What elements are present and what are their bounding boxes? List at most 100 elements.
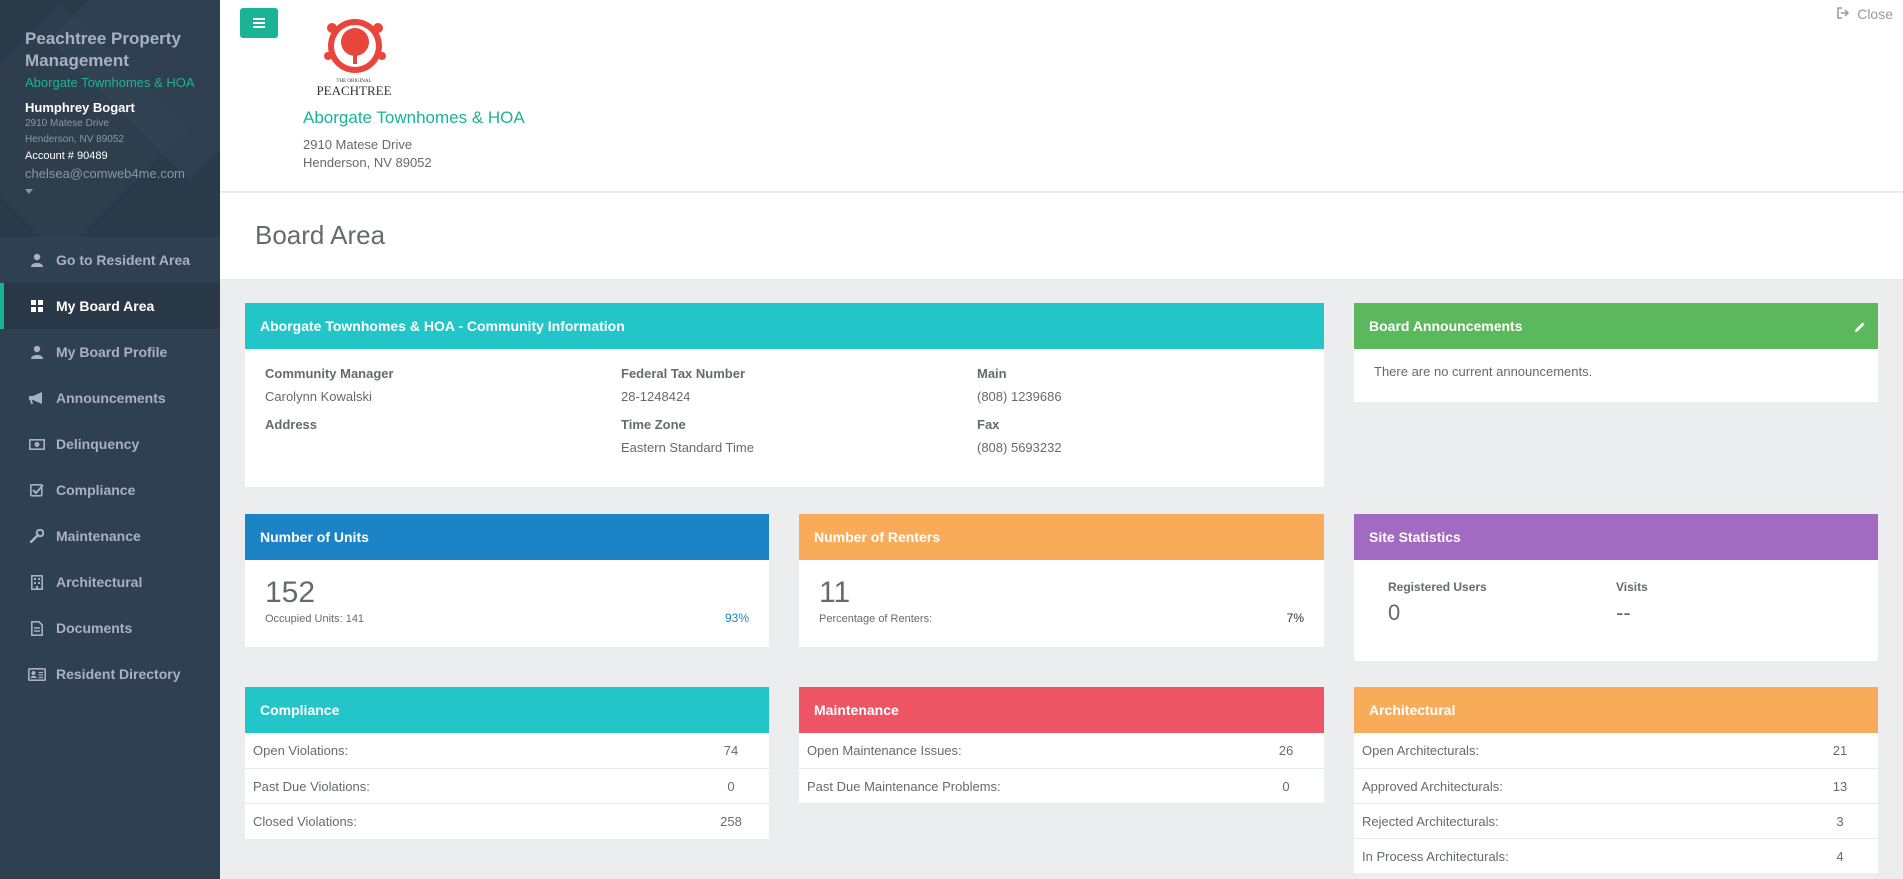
occupied-percent: 93%: [724, 611, 749, 625]
sidebar: Peachtree Property Management Aborgate T…: [0, 0, 220, 879]
user-icon: [28, 344, 46, 360]
site-statistics-panel: Site Statistics Registered Users 0 Visit…: [1354, 514, 1878, 661]
board-announcements-label: Board Announcements: [1369, 318, 1523, 334]
renters-stat: 11 Percentage of Renters: 7%: [799, 560, 1324, 647]
sidebar-item-compliance[interactable]: Compliance: [0, 467, 220, 513]
units-title: Number of Units: [245, 514, 769, 560]
hoa-address-line1: 2910 Matese Drive: [303, 137, 413, 152]
community-info-title: Aborgate Townhomes & HOA - Community Inf…: [245, 303, 1324, 349]
sidebar-item-label: Announcements: [56, 390, 166, 406]
compliance-title: Compliance: [245, 687, 769, 733]
community-manager-value: Carolynn Kowalski: [265, 389, 372, 404]
federal-tax-label: Federal Tax Number: [621, 366, 746, 381]
community-info-grid: Community Manager Carolynn Kowalski Fede…: [245, 349, 1324, 467]
row-label: Approved Architecturals:: [1362, 778, 1503, 794]
time-zone: Time Zone Eastern Standard Time: [621, 416, 977, 467]
sidebar-item-label: My Board Area: [56, 298, 155, 314]
registered-users: Registered Users 0: [1388, 580, 1616, 641]
table-row[interactable]: Open Maintenance Issues: 26: [799, 733, 1324, 768]
user-icon: [28, 252, 46, 268]
hoa-address: 2910 Matese Drive Henderson, NV 89052: [303, 136, 432, 172]
architectural-table: Open Architecturals: 21 Approved Architec…: [1354, 733, 1878, 873]
units-stat: 152 Occupied Units: 141 93%: [245, 560, 769, 647]
wrench-icon: [28, 528, 46, 544]
row-label: Past Due Violations:: [253, 778, 370, 794]
visits-value: --: [1616, 600, 1631, 625]
row-value: 21: [1832, 743, 1848, 758]
fax-label: Fax: [977, 417, 1000, 432]
table-row[interactable]: Approved Architecturals: 13: [1354, 768, 1878, 803]
user-address-line1: 2910 Matese Drive: [25, 118, 109, 129]
sidebar-item-board-profile[interactable]: My Board Profile: [0, 329, 220, 375]
peachtree-logo: THE ORIGINAL PEACHTREE: [310, 16, 410, 98]
main-phone: Main (808) 1239686: [977, 365, 1277, 416]
renters-panel: Number of Renters 11 Percentage of Rente…: [799, 514, 1324, 647]
profile-dropdown-caret-icon[interactable]: [25, 189, 33, 194]
sidebar-item-label: Compliance: [56, 482, 136, 498]
fax: Fax (808) 5693232: [977, 416, 1277, 467]
visits: Visits --: [1616, 580, 1844, 641]
account-number: Account # 90489: [25, 150, 108, 162]
sidebar-item-architectural[interactable]: Architectural: [0, 559, 220, 605]
user-name[interactable]: Humphrey Bogart: [25, 100, 135, 115]
grid-icon: [28, 298, 46, 314]
federal-tax-number: Federal Tax Number 28-1248424: [621, 365, 977, 416]
fax-value: (808) 5693232: [977, 440, 1062, 455]
row-label: Open Architecturals:: [1362, 743, 1480, 758]
sidebar-item-label: My Board Profile: [56, 344, 168, 360]
table-row[interactable]: Closed Violations: 258: [245, 803, 769, 838]
table-row[interactable]: In Process Architecturals: 4: [1354, 838, 1878, 873]
row-label: Closed Violations:: [253, 813, 357, 829]
sidebar-item-board-area[interactable]: My Board Area: [0, 283, 220, 329]
hoa-address-line2: Henderson, NV 89052: [303, 155, 432, 170]
maintenance-table: Open Maintenance Issues: 26 Past Due Main…: [799, 733, 1324, 803]
sidebar-item-label: Architectural: [56, 574, 143, 590]
renters-percent: 7%: [1286, 611, 1304, 625]
page-title: Board Area: [255, 220, 386, 250]
profile-block: Peachtree Property Management Aborgate T…: [0, 0, 220, 237]
document-icon: [28, 620, 46, 636]
sidebar-item-documents[interactable]: Documents: [0, 605, 220, 651]
id-card-icon: [28, 666, 46, 682]
table-row[interactable]: Past Due Violations: 0: [245, 768, 769, 803]
table-row[interactable]: Open Violations: 74: [245, 733, 769, 768]
sidebar-item-label: Delinquency: [56, 436, 140, 452]
compliance-panel: Compliance Open Violations: 74 Past Due V…: [245, 687, 769, 839]
row-value: 0: [727, 778, 735, 794]
row-value: 3: [1836, 813, 1844, 829]
close-link[interactable]: Close: [1837, 6, 1893, 22]
row-value: 4: [1836, 848, 1844, 864]
compliance-table: Open Violations: 74 Past Due Violations: 0…: [245, 733, 769, 838]
sidebar-item-maintenance[interactable]: Maintenance: [0, 513, 220, 559]
company-name: Peachtree Property Management: [25, 29, 181, 70]
user-address-line2: Henderson, NV 89052: [25, 134, 124, 145]
units-count: 152: [265, 576, 316, 609]
table-row[interactable]: Open Architecturals: 21: [1354, 733, 1878, 768]
registered-users-label: Registered Users: [1388, 580, 1487, 594]
community-info-panel: Aborgate Townhomes & HOA - Community Inf…: [245, 303, 1324, 487]
row-value: 74: [723, 743, 739, 758]
row-label: Rejected Architecturals:: [1362, 813, 1499, 829]
site-statistics-body: Registered Users 0 Visits --: [1354, 560, 1878, 661]
menu-toggle-button[interactable]: [240, 8, 278, 38]
pencil-icon[interactable]: [1854, 320, 1866, 332]
table-row[interactable]: Rejected Architecturals: 3: [1354, 803, 1878, 838]
check-square-icon: [28, 482, 46, 498]
federal-tax-value: 28-1248424: [621, 389, 691, 404]
sidebar-item-label: Maintenance: [56, 528, 141, 544]
sidebar-item-resident-area[interactable]: Go to Resident Area: [0, 237, 220, 283]
row-value: 0: [1282, 778, 1290, 794]
visits-label: Visits: [1616, 580, 1648, 594]
sidebar-item-announcements[interactable]: Announcements: [0, 375, 220, 421]
site-statistics-title: Site Statistics: [1354, 514, 1878, 560]
board-announcements-title: Board Announcements: [1354, 303, 1878, 349]
sidebar-item-resident-directory[interactable]: Resident Directory: [0, 651, 220, 697]
megaphone-icon: [28, 390, 46, 406]
table-row[interactable]: Past Due Maintenance Problems: 0: [799, 768, 1324, 803]
row-label: Open Maintenance Issues:: [807, 743, 962, 758]
main-phone-value: (808) 1239686: [977, 389, 1062, 404]
sidebar-item-delinquency[interactable]: Delinquency: [0, 421, 220, 467]
sidebar-item-label: Resident Directory: [56, 666, 181, 682]
user-email[interactable]: chelsea@comweb4me.com: [25, 166, 185, 181]
row-value: 13: [1832, 778, 1848, 794]
